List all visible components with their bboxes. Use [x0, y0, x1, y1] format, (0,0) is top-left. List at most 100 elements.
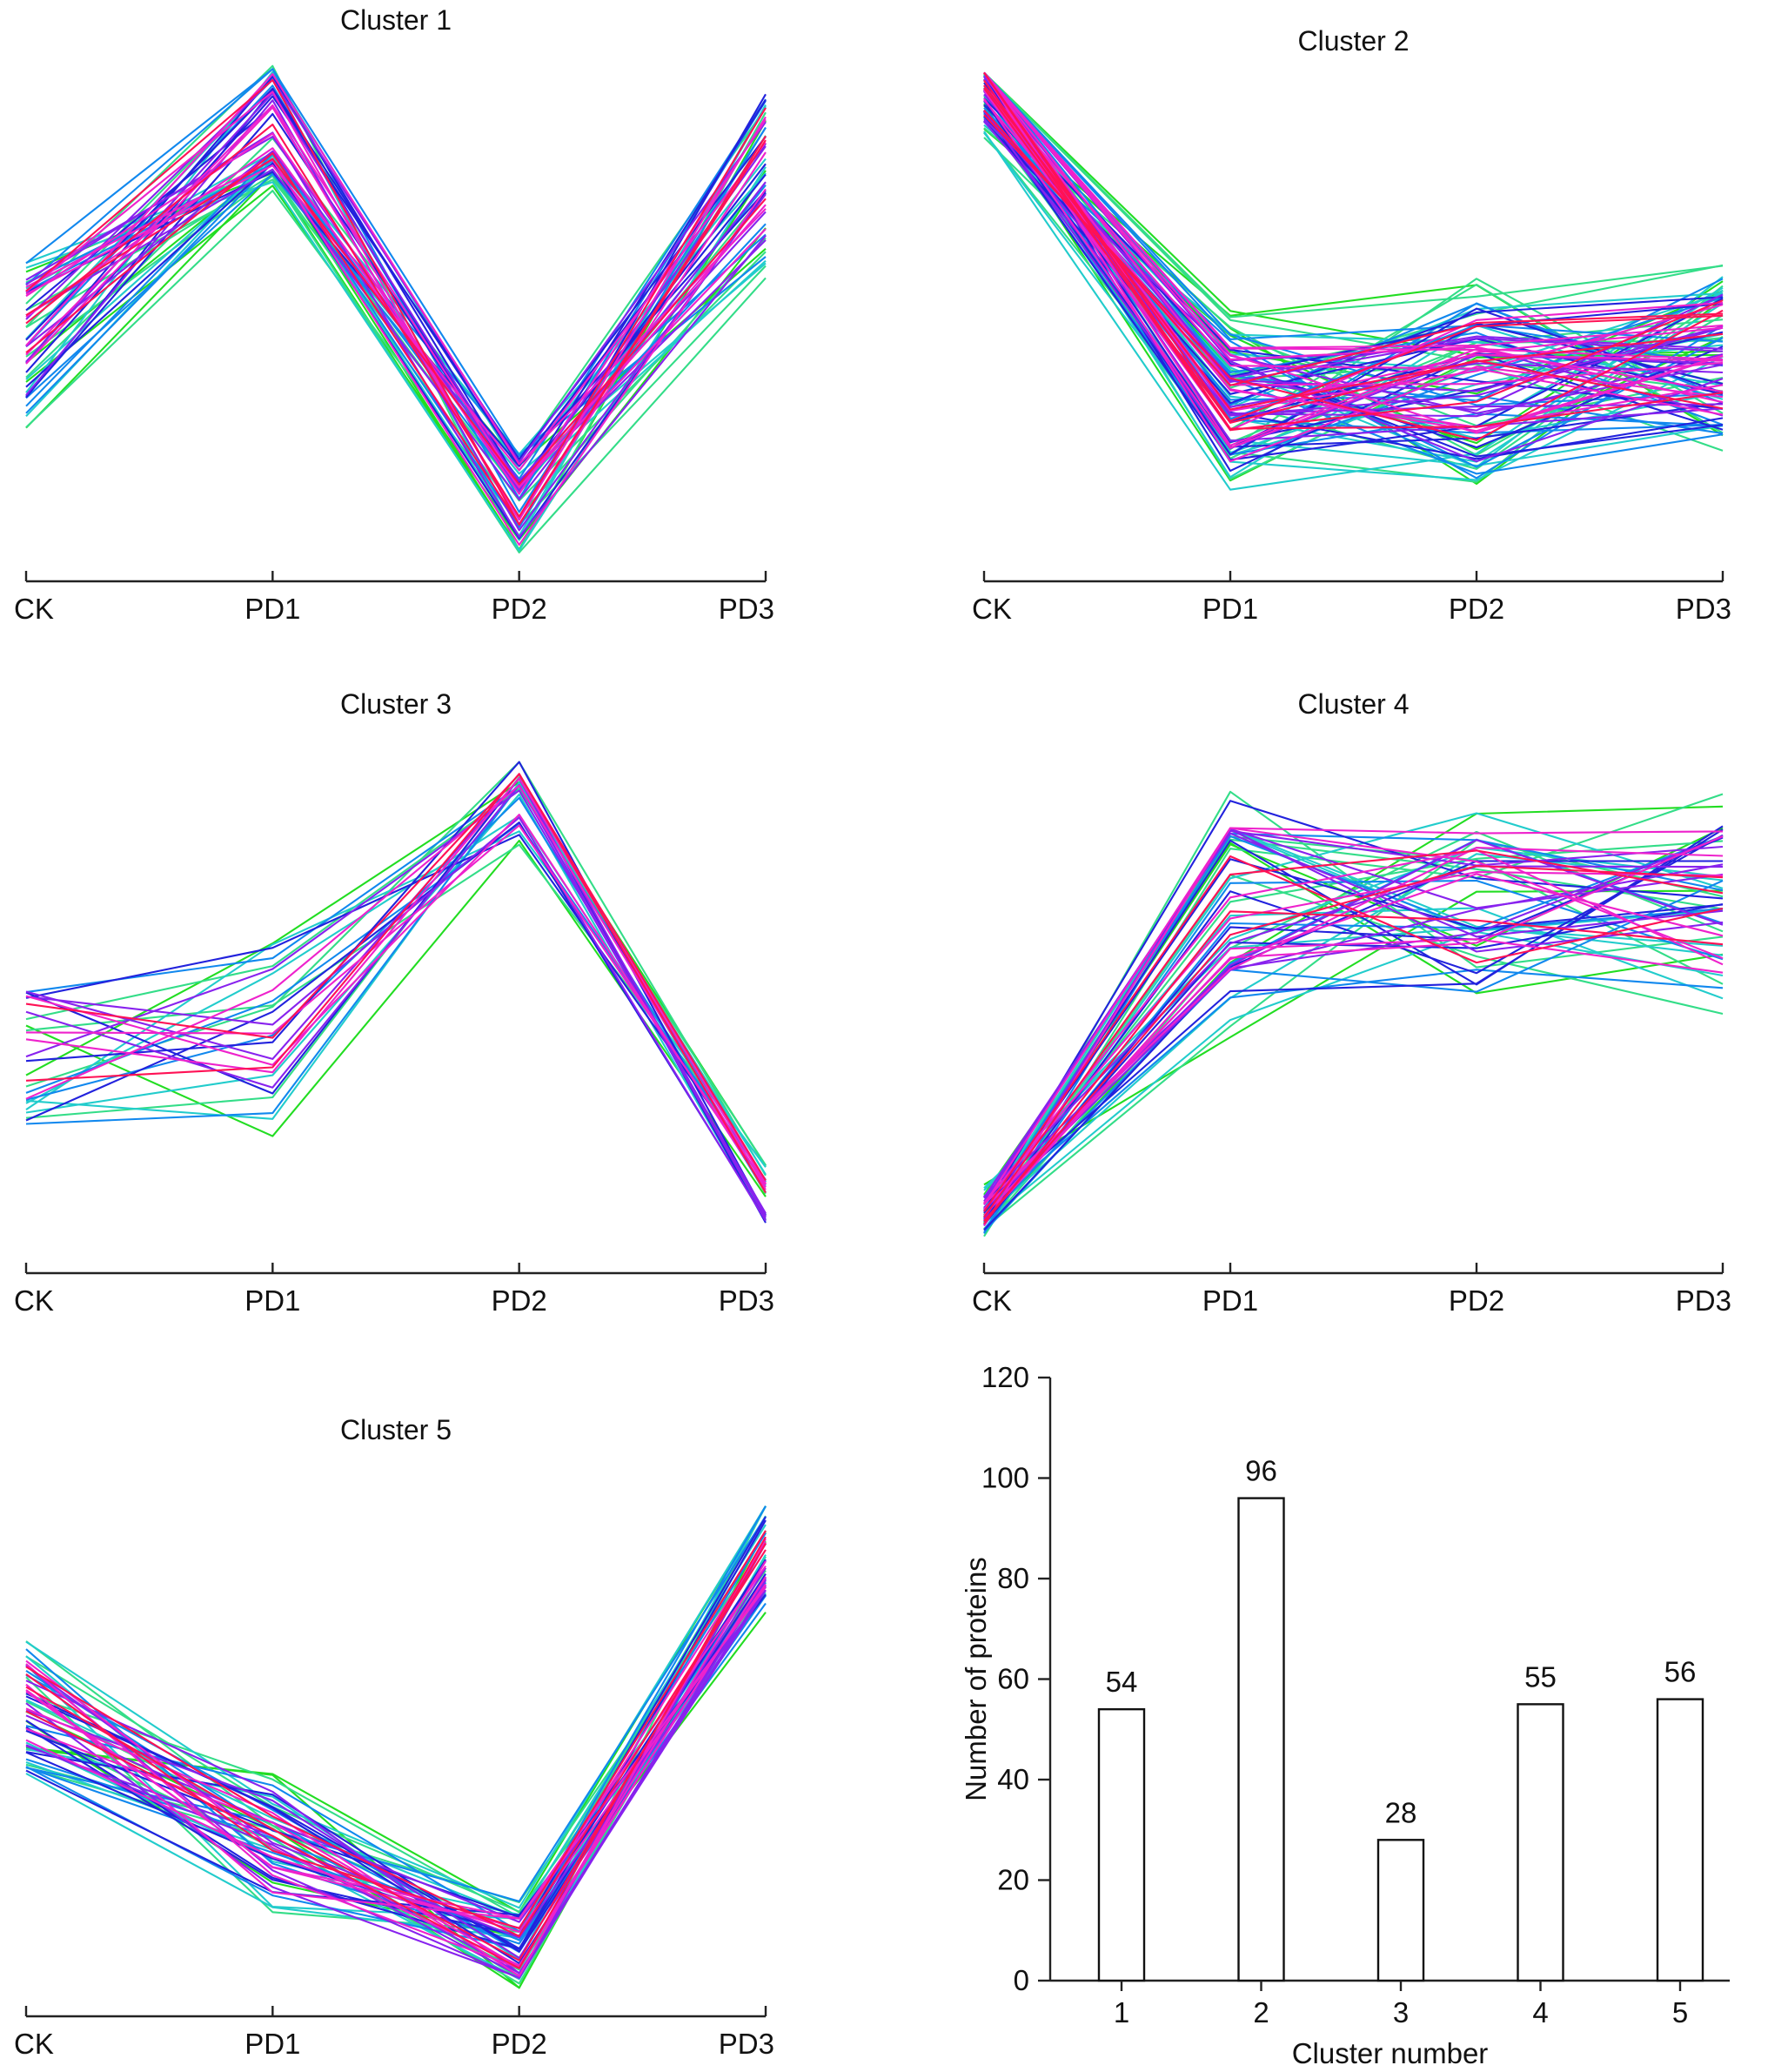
cluster-4-trace-48	[983, 835, 1724, 1217]
cluster-4-title: Cluster 4	[1297, 688, 1409, 720]
cluster-4-trace-51	[983, 938, 1724, 1222]
cluster-1-trace-46	[25, 147, 767, 489]
cluster-3-trace-16	[25, 761, 767, 1216]
cluster-2-trace-85	[983, 71, 1724, 393]
cluster-2-panel: Cluster 2 CK PD1 PD2 PD3	[972, 25, 1731, 625]
cluster-1-trace-40	[25, 78, 767, 464]
cluster-4-trace-55	[983, 864, 1724, 1222]
cluster-3-trace-3	[25, 776, 767, 1195]
cluster-3-trace-18	[25, 834, 767, 1185]
cluster-5-trace-53	[25, 1530, 767, 1930]
bar-value-label: 55	[1524, 1660, 1557, 1693]
bar-chart-panel: 0 20 40 60 80 100 120 54 1 96 2 28 3 55 4 56 5 Cluster nu…	[960, 1361, 1730, 2069]
cluster-4-x-tick-label: PD1	[1202, 1284, 1258, 1317]
cluster-1-trace-8	[25, 190, 767, 526]
bar-y-tick-label: 20	[997, 1864, 1029, 1896]
cluster-4-trace-41	[983, 865, 1724, 1197]
cluster-2-trace-95	[983, 109, 1724, 386]
cluster-3-trace-23	[25, 814, 767, 1190]
cluster-4-trace-47	[983, 871, 1724, 1204]
cluster-5-trace-51	[25, 1541, 767, 1929]
cluster-1-trace-49	[25, 104, 767, 488]
cluster-4-trace-14	[983, 907, 1724, 1206]
cluster-2-trace-46	[983, 75, 1724, 468]
cluster-3-panel: Cluster 3 CK PD1 PD2 PD3	[14, 688, 774, 1317]
bar-y-tick-label: 60	[997, 1663, 1029, 1695]
cluster-5-trace-43	[25, 1579, 767, 1977]
cluster-3-trace-24	[25, 777, 767, 1184]
cluster-4-trace-52	[983, 855, 1724, 1212]
bar-x-tick-label: 5	[1672, 1996, 1688, 2028]
cluster-5-x-tick-label: PD2	[492, 2028, 547, 2060]
cluster-3-trace-4	[25, 761, 767, 1177]
cluster-2-trace-96	[983, 71, 1724, 430]
cluster-4-trace-32	[983, 902, 1724, 1219]
cluster-3-trace-27	[25, 773, 767, 1182]
cluster-2-trace-35	[983, 71, 1724, 406]
cluster-2-trace-30	[983, 90, 1724, 481]
cluster-4-trace-54	[983, 910, 1724, 1225]
cluster-5-panel: Cluster 5 CK PD1 PD2 PD3	[14, 1414, 774, 2060]
cluster-4-panel: Cluster 4 CK PD1 PD2 PD3	[972, 688, 1731, 1317]
cluster-3-x-tick-label: CK	[14, 1284, 54, 1317]
cluster-1-trace-47	[25, 91, 767, 526]
cluster-1-trace-32	[25, 112, 767, 486]
cluster-2-trace-87	[983, 71, 1724, 434]
cluster-3-traces	[25, 761, 767, 1224]
cluster-4-trace-40	[983, 828, 1724, 1221]
cluster-3-trace-20	[25, 777, 767, 1217]
bar-value-label: 54	[1106, 1666, 1138, 1698]
cluster-2-trace-71	[983, 93, 1724, 379]
cluster-1-trace-50	[25, 118, 767, 495]
cluster-3-trace-25	[25, 784, 767, 1188]
cluster-3-trace-1	[25, 781, 767, 1167]
cluster-3-x-tick-label: PD3	[719, 1284, 774, 1317]
cluster-5-title: Cluster 5	[340, 1414, 452, 1445]
cluster-1-title: Cluster 1	[340, 4, 452, 36]
cluster-4-trace-19	[983, 926, 1724, 1189]
cluster-2-x-tick-label: PD1	[1202, 593, 1258, 625]
bar-y-tick-label: 100	[981, 1462, 1029, 1494]
cluster-5-trace-16	[25, 1505, 767, 1909]
cluster-3-trace-26	[25, 824, 767, 1185]
cluster-1-trace-22	[25, 68, 767, 458]
bar-cluster-4	[1517, 1703, 1564, 1982]
cluster-2-trace-82	[983, 71, 1724, 386]
cluster-1-trace-53	[25, 107, 767, 518]
cluster-1-x-tick-label: PD3	[719, 593, 774, 625]
cluster-1-trace-35	[25, 143, 767, 467]
cluster-2-trace-19	[983, 71, 1724, 319]
cluster-2-trace-36	[983, 112, 1724, 479]
cluster-2-x-tick-label: CK	[972, 593, 1012, 625]
cluster-5-trace-56	[25, 1549, 767, 1938]
cluster-5-traces	[25, 1505, 767, 1989]
cluster-1-traces	[25, 64, 767, 553]
cluster-4-x-tick-label: PD2	[1449, 1284, 1504, 1317]
cluster-2-trace-74	[983, 110, 1724, 450]
cluster-3-trace-9	[25, 781, 767, 1176]
cluster-1-trace-25	[25, 98, 767, 480]
bar-value-label: 28	[1385, 1796, 1417, 1828]
cluster-5-x-tick-label: PD3	[719, 2028, 774, 2060]
cluster-3-x-tick-label: PD2	[492, 1284, 547, 1317]
cluster-4-trace-27	[983, 969, 1724, 1211]
cluster-1-x-tick-label: PD2	[492, 593, 547, 625]
cluster-1-trace-33	[25, 95, 767, 460]
cluster-2-trace-44	[983, 112, 1724, 455]
cluster-2-trace-92	[983, 79, 1724, 432]
cluster-2-x-tick-label: PD3	[1676, 593, 1731, 625]
bar-cluster-2	[1237, 1497, 1285, 1982]
bar-y-tick-label: 40	[997, 1763, 1029, 1795]
bar-cluster-1	[1097, 1707, 1146, 1982]
cluster-5-trace-55	[25, 1543, 767, 1961]
cluster-4-trace-44	[983, 848, 1724, 1204]
cluster-4-trace-35	[983, 858, 1724, 1214]
bar-cluster-5	[1656, 1698, 1704, 1982]
bar-cluster-3	[1376, 1839, 1425, 1982]
cluster-1-trace-7	[25, 175, 767, 553]
cluster-4-trace-42	[983, 863, 1724, 1211]
cluster-1-trace-42	[25, 150, 767, 482]
bar-y-tick-label: 80	[997, 1562, 1029, 1594]
cluster-4-traces	[983, 790, 1724, 1237]
bar-y-tick-label: 120	[981, 1361, 1029, 1393]
